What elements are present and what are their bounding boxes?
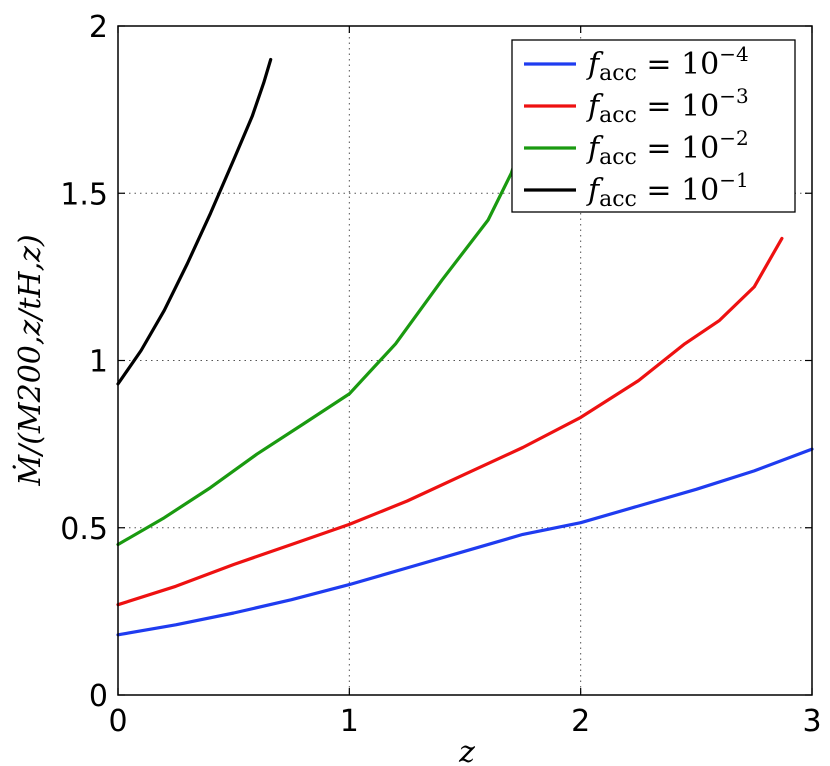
- y-tick-label: 2: [89, 10, 108, 45]
- legend-label: facc = 10−3: [586, 84, 749, 128]
- y-tick-label: 1: [89, 345, 108, 380]
- series-layer: [116, 57, 814, 637]
- x-axis-label: z: [458, 735, 475, 766]
- legend-label: facc = 10−2: [586, 126, 749, 170]
- axis-ticks: [117, 25, 813, 696]
- x-tick-label: 2: [571, 704, 590, 739]
- series-line-2: [116, 236, 784, 607]
- legend-label: facc = 10−4: [586, 42, 749, 86]
- legend-box: [511, 39, 796, 213]
- y-tick-label: 0.5: [60, 512, 108, 547]
- x-tick-label: 0: [108, 704, 127, 739]
- x-tick-label: 1: [340, 704, 359, 739]
- series-line-1: [116, 447, 814, 637]
- tick-labels: 0 1 2 3 0 0.5 1 1.5 2: [60, 10, 821, 739]
- y-tick-label: 0: [89, 679, 108, 714]
- series-line-3: [116, 158, 518, 547]
- legend-label: facc = 10−1: [586, 168, 749, 212]
- y-tick-label: 1.5: [60, 177, 108, 212]
- y-axis-label: Ṁ/(M200,z/tH,z): [12, 234, 48, 486]
- x-tick-label: 3: [802, 704, 821, 739]
- series-line-4: [116, 57, 273, 386]
